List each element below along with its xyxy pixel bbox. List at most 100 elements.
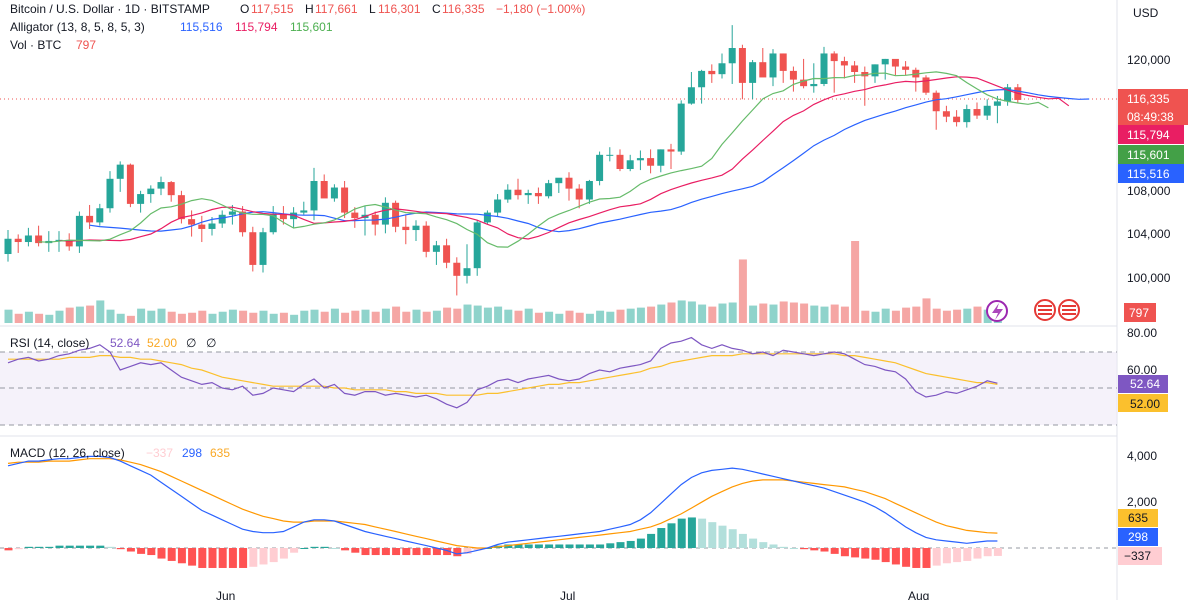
volume-bar — [902, 308, 910, 323]
candle-body — [586, 181, 593, 200]
volume-bar — [749, 306, 757, 323]
candle-body — [698, 71, 705, 87]
candle-body — [443, 245, 450, 262]
price-tick: 100,000 — [1127, 271, 1171, 285]
macd-histogram-bar — [331, 548, 339, 549]
candle-body — [515, 190, 522, 195]
volume-bar — [168, 312, 176, 323]
volume-bar — [76, 307, 84, 323]
macd-histogram-bar — [841, 548, 849, 556]
volume-bar — [800, 304, 808, 323]
flag-stripe — [1062, 309, 1076, 311]
volume-bar — [402, 312, 410, 323]
volume-bar — [504, 310, 512, 323]
volume-bar — [790, 303, 798, 324]
candle-body — [759, 62, 766, 77]
candle-body — [86, 216, 93, 223]
candle-body — [392, 203, 399, 227]
macd-histogram-bar — [45, 547, 53, 548]
macd-histogram-bar — [15, 548, 23, 549]
candle-body — [107, 179, 114, 208]
macd-histogram-bar — [790, 548, 798, 549]
currency-label[interactable]: USD — [1133, 6, 1159, 20]
candle-body — [484, 213, 491, 223]
macd-histogram-bar — [545, 544, 553, 548]
macd-histogram-bar — [770, 544, 778, 548]
candle-body — [453, 263, 460, 276]
candle-body — [943, 111, 950, 116]
macd-histogram-bar — [66, 546, 74, 548]
volume-label[interactable]: Vol · BTC — [10, 38, 62, 52]
lips-text: 115,601 — [1127, 148, 1170, 162]
candle-body — [739, 48, 746, 83]
macd-histogram-bar — [861, 548, 869, 559]
candle-body — [464, 268, 471, 276]
macd-histogram-bar — [311, 547, 319, 548]
rsi-extra-1: ∅ — [186, 336, 196, 350]
macd-histogram-bar — [137, 548, 145, 554]
candle-body — [974, 109, 981, 116]
volume-bar — [729, 303, 737, 324]
candle-body — [229, 212, 236, 215]
volume-bar — [525, 309, 533, 323]
volume-bar — [474, 306, 482, 323]
rsi-label[interactable]: RSI (14, close) — [10, 336, 89, 350]
macd-badge-text: 298 — [1128, 530, 1148, 544]
candle-body — [76, 216, 83, 247]
macd-histogram-bar — [372, 548, 380, 555]
candle-body — [5, 239, 12, 254]
candle-body — [96, 208, 103, 222]
candle-body — [555, 178, 562, 183]
macd-histogram-bar — [96, 546, 104, 548]
candle-body — [331, 188, 338, 199]
candle-body — [188, 219, 195, 224]
candle-body — [576, 189, 583, 200]
rsi-tick: 60.00 — [1127, 363, 1157, 377]
rsi-legend: RSI (14, close) 52.64 52.00 ∅ ∅ — [10, 336, 216, 350]
candle-body — [708, 71, 715, 74]
macd-histogram-bar — [627, 541, 635, 548]
candle-body — [596, 155, 603, 181]
alligator-label[interactable]: Alligator (13, 8, 5, 8, 5, 3) — [10, 20, 145, 34]
candle-body — [402, 227, 409, 230]
candle-body — [321, 181, 328, 198]
jaw-text: 115,516 — [1127, 167, 1170, 181]
candle-body — [311, 181, 318, 210]
volume-bar — [137, 309, 145, 323]
macd-histogram-bar — [229, 548, 237, 568]
volume-bar — [617, 310, 625, 323]
volume-bar — [943, 311, 951, 323]
macd-histogram-bar — [209, 548, 217, 568]
macd-histogram-bar — [780, 547, 788, 548]
symbol-title[interactable]: Bitcoin / U.S. Dollar · 1D · BITSTAMP — [10, 2, 210, 16]
volume-bar — [56, 311, 64, 323]
macd-histogram-bar — [249, 548, 257, 567]
macd-hist-value: −337 — [146, 446, 173, 460]
macd-label[interactable]: MACD (12, 26, close) — [10, 446, 125, 460]
candle-body — [545, 183, 552, 196]
candle-body — [617, 155, 624, 169]
volume-bar — [5, 310, 13, 323]
rsi-ma-value: 52.00 — [147, 336, 177, 350]
ohlc-c-value: 116,335 — [442, 2, 485, 16]
volume-bar — [107, 310, 115, 323]
volume-bar — [872, 312, 880, 323]
flag-stripe — [1038, 313, 1052, 315]
volume-bar — [831, 305, 839, 323]
volume-bar — [566, 311, 574, 323]
volume-bar — [882, 309, 890, 323]
candle-body — [525, 193, 532, 195]
price-tick: 104,000 — [1127, 227, 1171, 241]
price-change: −1,180 (−1.00%) — [496, 2, 585, 16]
volume-bar — [239, 311, 247, 323]
volume-bar — [158, 309, 166, 323]
ohlc-h-label: H — [305, 2, 314, 16]
candle-body — [209, 224, 216, 229]
volume-bar — [555, 314, 563, 323]
macd-histogram-bar — [953, 548, 961, 562]
volume-bar — [515, 311, 523, 323]
volume-bar — [198, 311, 206, 323]
macd-histogram-bar — [351, 548, 359, 553]
macd-histogram-bar — [76, 546, 84, 548]
